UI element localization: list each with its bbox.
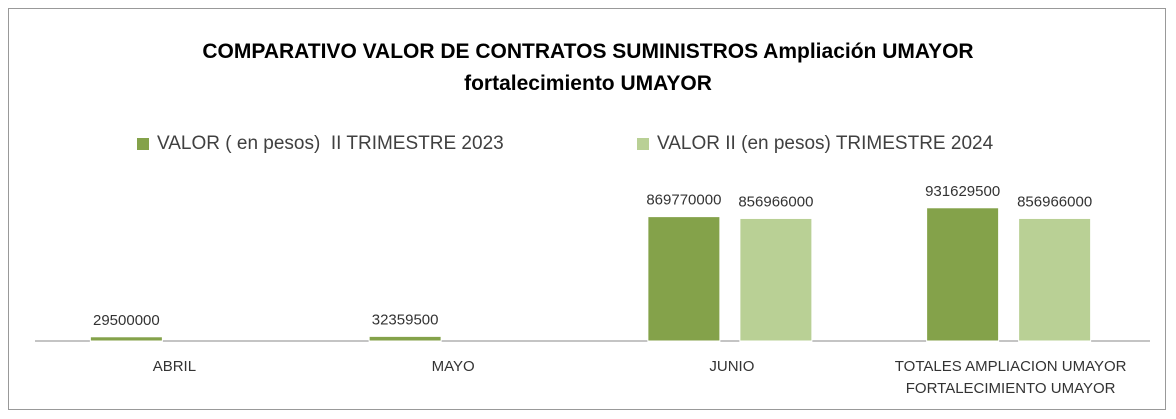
bar [89, 336, 163, 342]
data-label: 32359500 [372, 311, 439, 328]
bar [926, 207, 1000, 342]
x-tick-label: ABRIL [152, 358, 197, 375]
legend-swatch [637, 138, 649, 150]
chart-frame [8, 8, 1166, 410]
legend-label: VALOR ( en pesos) II TRIMESTRE 2023 [157, 133, 504, 154]
data-label: 931629500 [925, 183, 1000, 200]
legend-item: VALOR ( en pesos) II TRIMESTRE 2023 [137, 133, 504, 155]
bar [647, 216, 721, 342]
legend-item: VALOR II (en pesos) TRIMESTRE 2024 [637, 133, 993, 155]
chart-title: COMPARATIVO VALOR DE CONTRATOS SUMINISTR… [202, 40, 974, 95]
x-tick-label: JUNIO [709, 358, 755, 375]
x-tick-label: MAYO [431, 358, 475, 375]
legend-swatch [137, 138, 149, 150]
x-tick-label: TOTALES AMPLIACION UMAYOR FORTALECIMIENT… [894, 358, 1127, 397]
data-label: 29500000 [93, 312, 160, 329]
legend-label: VALOR II (en pesos) TRIMESTRE 2024 [657, 133, 994, 154]
data-label: 869770000 [646, 192, 721, 209]
data-label: 856966000 [738, 193, 813, 210]
bar [1018, 217, 1092, 342]
bar [739, 217, 813, 342]
bar [368, 335, 442, 342]
data-label: 856966000 [1017, 193, 1092, 210]
